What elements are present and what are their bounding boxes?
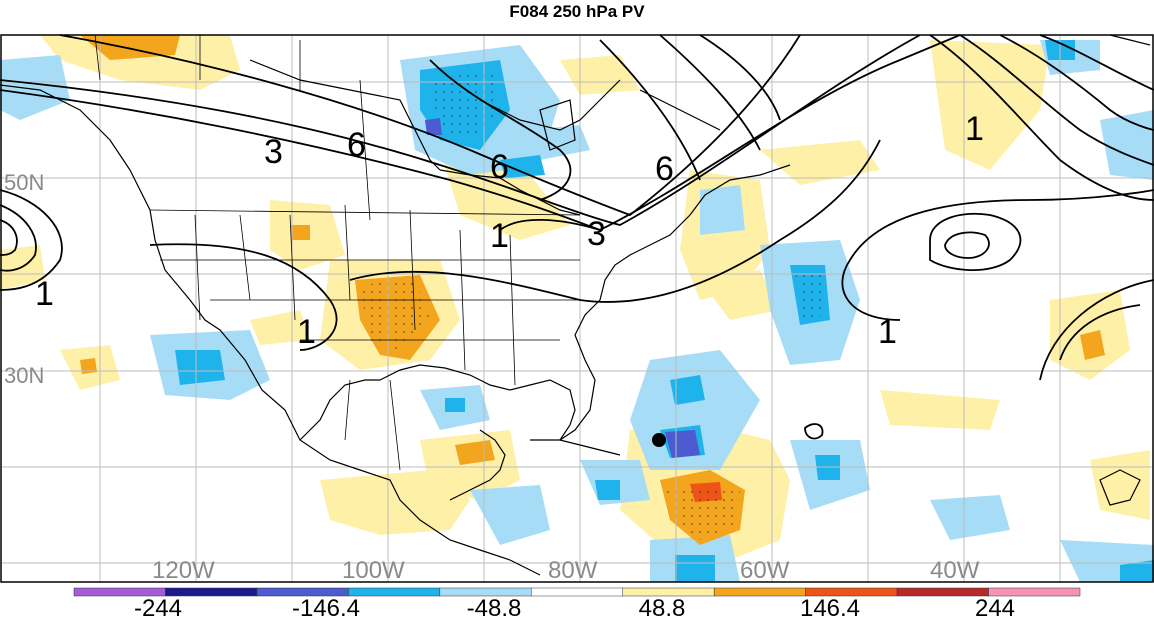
lon-label-40w: 40W [930, 557, 980, 584]
lon-label-120w: 120W [152, 557, 215, 584]
graticule [1, 35, 1153, 582]
contour-label: 1 [965, 110, 984, 148]
contour-label: 1 [490, 217, 509, 255]
pv-map: 3 6 6 6 1 3 1 1 1 1 50N 30N 120W 100W 80… [0, 34, 1154, 584]
political-borders [94, 34, 581, 471]
lon-label-100w: 100W [342, 557, 405, 584]
contour-label: 1 [297, 313, 316, 351]
lon-label-60w: 60W [740, 557, 790, 584]
contour-label: 1 [35, 275, 54, 313]
contour-label: 3 [264, 133, 283, 171]
contour-label: 3 [587, 215, 606, 253]
colorbar-label: 48.8 [639, 595, 686, 619]
colorbar-swatches [73, 587, 1081, 597]
colorbar-swatch [531, 587, 623, 597]
map-frame [0, 34, 1154, 583]
map-title: F084 250 hPa PV [509, 2, 645, 21]
contour-labels: 3 6 6 6 1 3 1 1 1 1 [35, 110, 984, 351]
contour-label: 6 [490, 148, 509, 186]
colorbar-label: 146.4 [800, 595, 860, 619]
colorbar-label: -48.8 [467, 595, 522, 619]
colorbar-label: -244 [134, 595, 182, 619]
location-marker [652, 433, 666, 447]
coastlines [0, 34, 1151, 576]
lon-label-80w: 80W [548, 557, 598, 584]
lat-label-50n: 50N [4, 170, 44, 195]
colorbar-label: 244 [975, 595, 1015, 619]
lat-label-30n: 30N [4, 363, 44, 388]
colorbar: -244 -146.4 -48.8 48.8 146.4 244 [73, 587, 1081, 619]
contour-label: 6 [347, 126, 366, 164]
colorbar-labels: -244 -146.4 -48.8 48.8 146.4 244 [134, 595, 1015, 619]
contour-label: 1 [878, 313, 897, 351]
colorbar-label: -146.4 [292, 595, 360, 619]
contour-label: 6 [655, 150, 674, 188]
colorbar-swatch [988, 587, 1081, 597]
pv-contours [0, 34, 1154, 440]
colorbar-swatch [348, 587, 441, 597]
colorbar-swatch [713, 587, 806, 597]
